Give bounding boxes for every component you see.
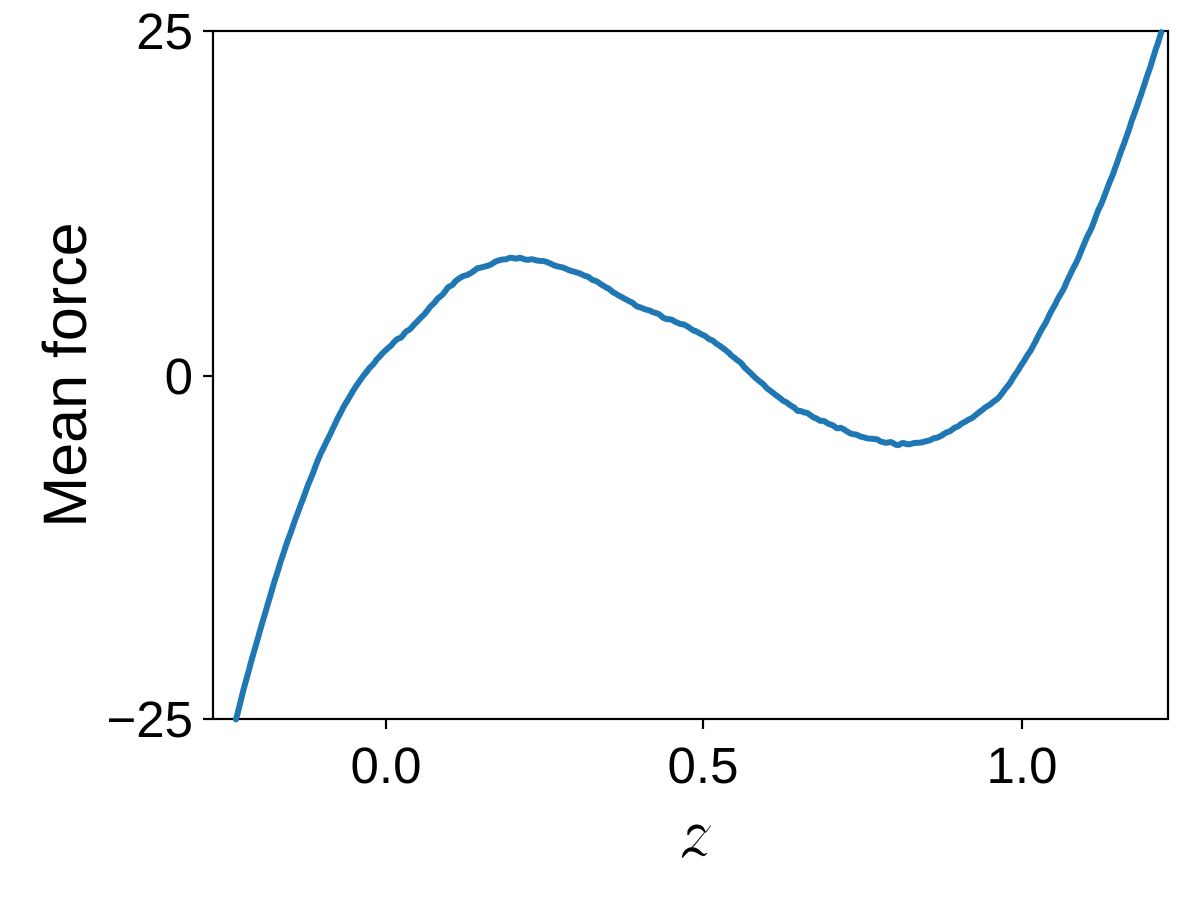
svg-text:1.0: 1.0 [987, 737, 1058, 794]
svg-text:0.0: 0.0 [351, 737, 422, 794]
svg-text:25: 25 [136, 3, 193, 60]
svg-text:0: 0 [165, 348, 193, 405]
svg-text:0.5: 0.5 [668, 737, 739, 794]
svg-text:−25: −25 [106, 691, 193, 748]
svg-text:Mean force: Mean force [31, 222, 99, 527]
